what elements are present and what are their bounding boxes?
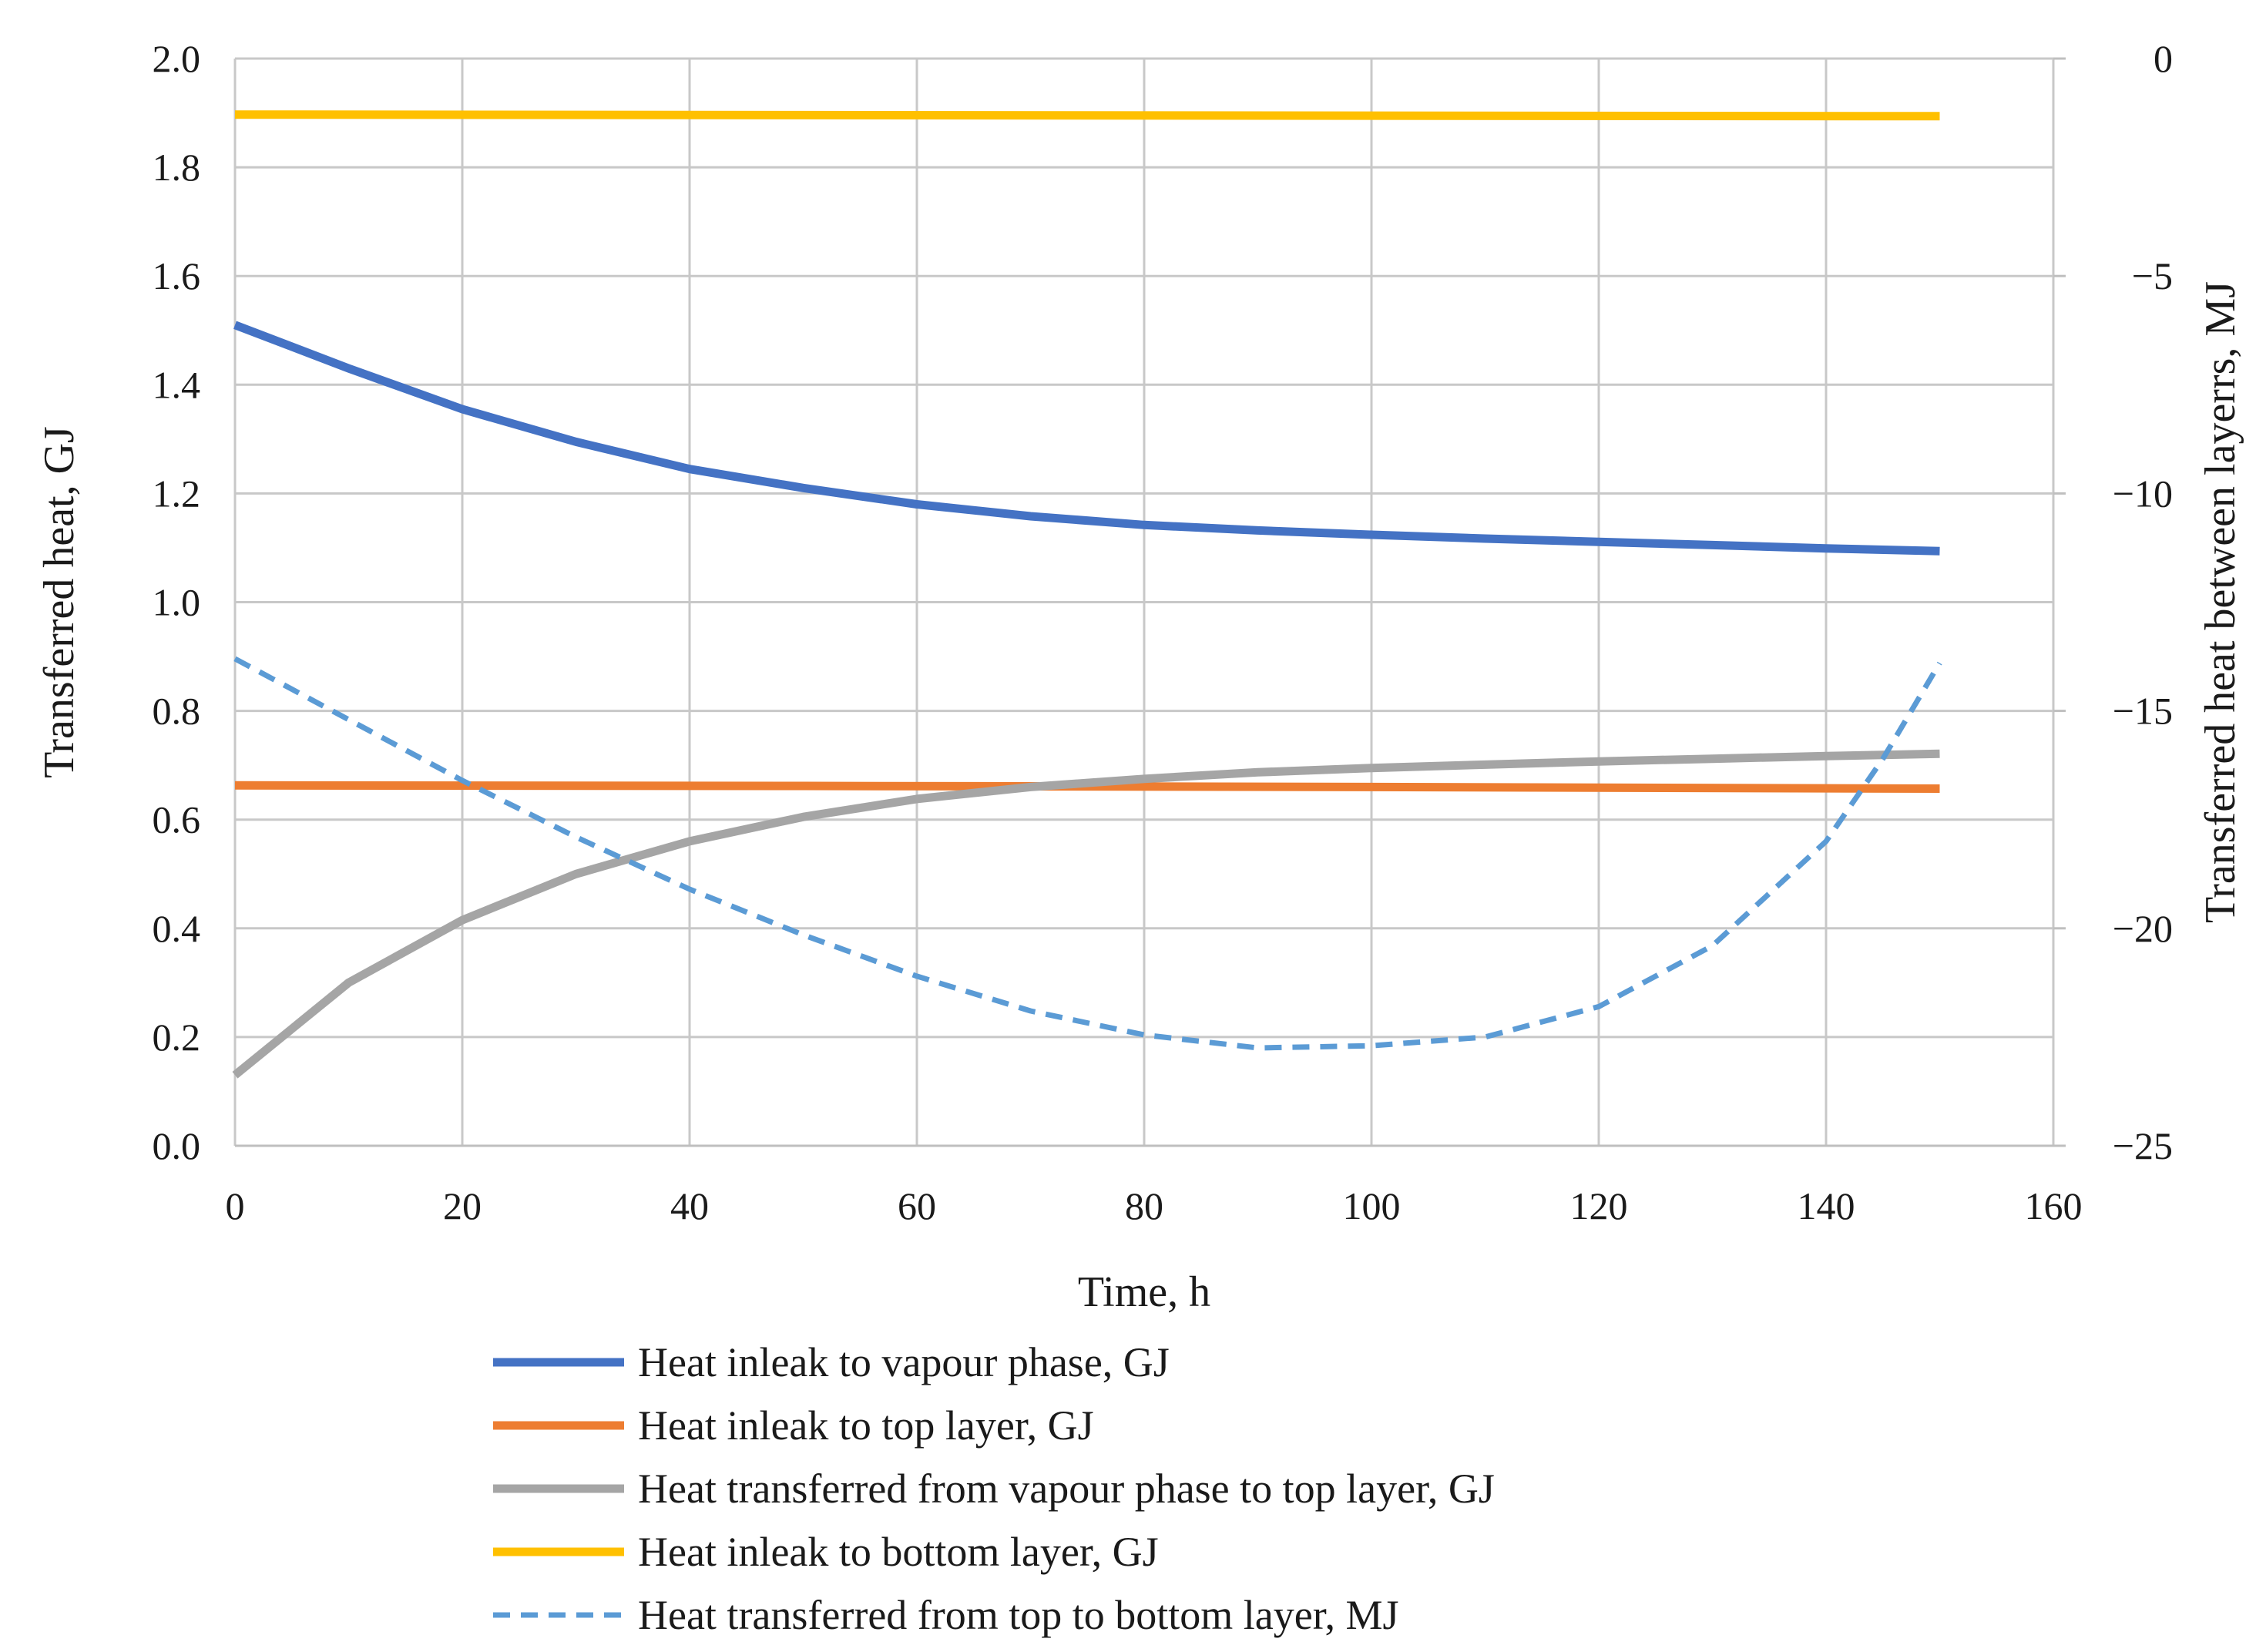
plot-frame: [235, 57, 2066, 1147]
y-right-tick-label: 0: [2154, 37, 2173, 80]
y-left-tick-label: 1.8: [153, 146, 201, 189]
series-line: [234, 110, 1940, 121]
y-left-tick-label: 0.4: [153, 907, 201, 950]
y-right-tick-label: −15: [2113, 690, 2173, 733]
y-right-tick-label: −25: [2113, 1124, 2173, 1167]
legend: Heat inleak to vapour phase, GJ Heat inle…: [493, 1339, 1495, 1638]
y-left-tick-label: 1.2: [153, 472, 201, 515]
y-left-tick-label: 1.4: [153, 363, 201, 406]
y-left-tick-label: 1.6: [153, 254, 201, 297]
x-tick-label: 140: [1798, 1184, 1855, 1227]
x-tick-label: 120: [1570, 1184, 1628, 1227]
y-axis-right-title: Transferred heat between layerrs, MJ: [2197, 281, 2244, 923]
y-right-tick-label: −10: [2113, 472, 2173, 515]
y-right-tick-label: −5: [2132, 254, 2173, 297]
x-tick-label: 0: [226, 1184, 245, 1227]
gridlines: [233, 57, 2055, 1147]
series-lines: [232, 110, 1942, 1079]
tick-labels: 0 20 40 60 80 100 120 140 160 0.0 0.2 0.4 0.6 0.8 1.0 1…: [153, 37, 2174, 1227]
x-tick-label: 20: [443, 1184, 482, 1227]
x-tick-label: 80: [1125, 1184, 1163, 1227]
x-tick-label: 100: [1343, 1184, 1401, 1227]
legend-label: Heat inleak to bottom layer, GJ: [638, 1529, 1159, 1575]
legend-label: Heat inleak to vapour phase, GJ: [638, 1339, 1170, 1385]
y-left-tick-label: 0.2: [153, 1016, 201, 1059]
y-axis-left-title: Transferred heat, GJ: [35, 426, 83, 778]
x-axis-title: Time, h: [1078, 1268, 1210, 1316]
x-tick-label: 60: [898, 1184, 936, 1227]
y-left-tick-label: 0.8: [153, 690, 201, 733]
series-line: [233, 656, 1942, 1051]
y-left-tick-label: 1.0: [153, 581, 201, 624]
y-left-tick-label: 2.0: [153, 37, 201, 80]
series-line: [233, 321, 1940, 556]
y-left-tick-label: 0.6: [153, 798, 201, 841]
legend-label: Heat inleak to top layer, GJ: [638, 1402, 1094, 1449]
legend-label: Heat transferred from top to bottom laye…: [638, 1592, 1399, 1638]
series-line: [232, 749, 1940, 1079]
legend-label: Heat transferred from vapour phase to to…: [638, 1466, 1495, 1512]
x-tick-label: 160: [2025, 1184, 2083, 1227]
y-left-tick-label: 0.0: [153, 1124, 201, 1167]
y-right-tick-label: −20: [2113, 907, 2173, 950]
x-tick-label: 40: [670, 1184, 709, 1227]
